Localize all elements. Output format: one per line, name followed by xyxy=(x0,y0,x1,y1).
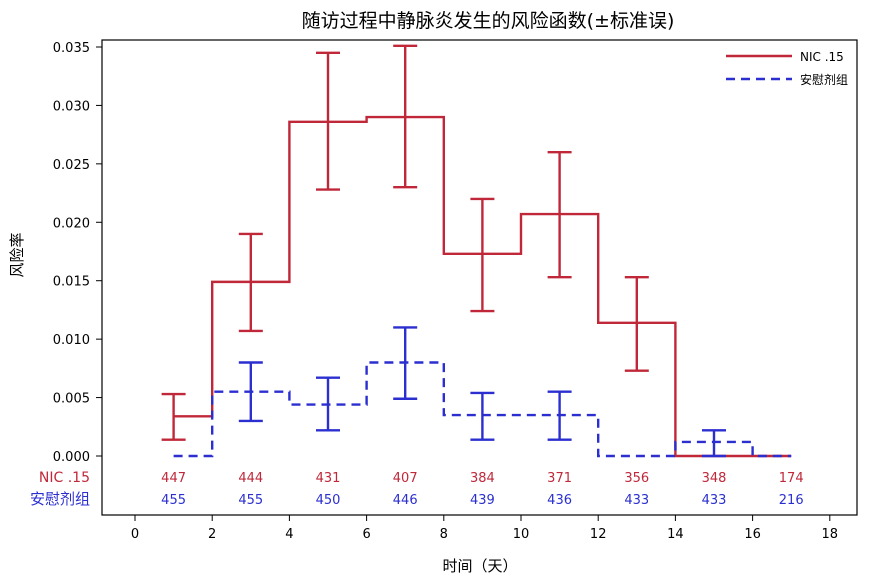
error-bar xyxy=(470,197,495,313)
x-tick-label: 10 xyxy=(513,527,530,542)
error-bar xyxy=(547,150,572,279)
y-tick-label: 0.030 xyxy=(53,99,90,114)
error-bar xyxy=(316,51,340,191)
at-risk-value: 431 xyxy=(316,471,341,486)
x-tick-label: 18 xyxy=(822,527,839,542)
y-tick-label: 0.015 xyxy=(53,275,90,290)
x-tick-label: 4 xyxy=(285,527,293,542)
series-group xyxy=(161,44,792,458)
x-tick-label: 16 xyxy=(744,527,761,542)
x-tick-label: 0 xyxy=(131,527,139,542)
at-risk-row-label: NIC .15 xyxy=(39,470,90,486)
x-tick-label: 14 xyxy=(667,527,684,542)
y-tick-label: 0.025 xyxy=(53,158,90,173)
legend: NIC .15 安慰剂组 xyxy=(726,50,848,87)
y-tick-label: 0.035 xyxy=(53,41,90,56)
error-bar xyxy=(470,391,495,441)
x-axis: 0 2 4 6 8 10 12 14 16 18 xyxy=(131,515,838,542)
legend-label: 安慰剂组 xyxy=(800,72,848,87)
chart-title: 随访过程中静脉炎发生的风险函数(±标准误) xyxy=(302,10,675,32)
at-risk-value: 356 xyxy=(624,471,649,486)
at-risk-value: 450 xyxy=(316,493,341,508)
error-bar xyxy=(702,429,726,458)
at-risk-value: 439 xyxy=(470,493,495,508)
error-bar xyxy=(238,232,263,333)
plot-frame xyxy=(101,39,858,516)
x-axis-label: 时间（天） xyxy=(442,557,517,575)
y-axis-label: 风险率 xyxy=(8,232,26,277)
at-risk-value: 447 xyxy=(161,471,186,486)
error-bar xyxy=(393,44,418,189)
series-line-0 xyxy=(173,115,792,458)
x-tick-label: 2 xyxy=(208,527,216,542)
error-bar xyxy=(161,392,186,441)
error-bar xyxy=(238,361,263,423)
at-risk-row-label: 安慰剂组 xyxy=(30,490,90,508)
at-risk-value: 455 xyxy=(161,493,186,508)
y-tick-label: 0.020 xyxy=(53,216,90,231)
x-tick-label: 12 xyxy=(590,527,607,542)
series-line-1 xyxy=(173,361,792,458)
at-risk-value: 436 xyxy=(547,493,572,508)
y-tick-label: 0.005 xyxy=(53,392,90,407)
at-risk-value: 444 xyxy=(238,471,263,486)
at-risk-value: 384 xyxy=(470,471,495,486)
y-tick-label: 0.000 xyxy=(53,450,90,465)
y-tick-label: 0.010 xyxy=(53,333,90,348)
at-risk-value: 433 xyxy=(702,493,727,508)
at-risk-value: 446 xyxy=(393,493,418,508)
at-risk-value: 371 xyxy=(547,471,572,486)
at-risk-value: 348 xyxy=(702,471,727,486)
y-axis: 0.000 0.005 0.010 0.015 0.020 0.025 0.030 0.035 xyxy=(53,41,102,465)
at-risk-value: 174 xyxy=(779,471,804,486)
at-risk-value: 455 xyxy=(238,493,263,508)
error-bar xyxy=(547,390,572,441)
at-risk-table: NIC .15 447 444 431 407 384 371 356 348 174 安慰剂组 45… xyxy=(30,470,804,508)
error-bar xyxy=(624,276,649,372)
x-tick-label: 6 xyxy=(362,527,370,542)
at-risk-value: 407 xyxy=(393,471,418,486)
error-bar xyxy=(393,326,418,400)
legend-label: NIC .15 xyxy=(800,50,844,64)
x-tick-label: 8 xyxy=(440,527,448,542)
at-risk-value: 433 xyxy=(624,493,649,508)
error-bar xyxy=(316,376,340,432)
at-risk-value: 216 xyxy=(779,493,804,508)
